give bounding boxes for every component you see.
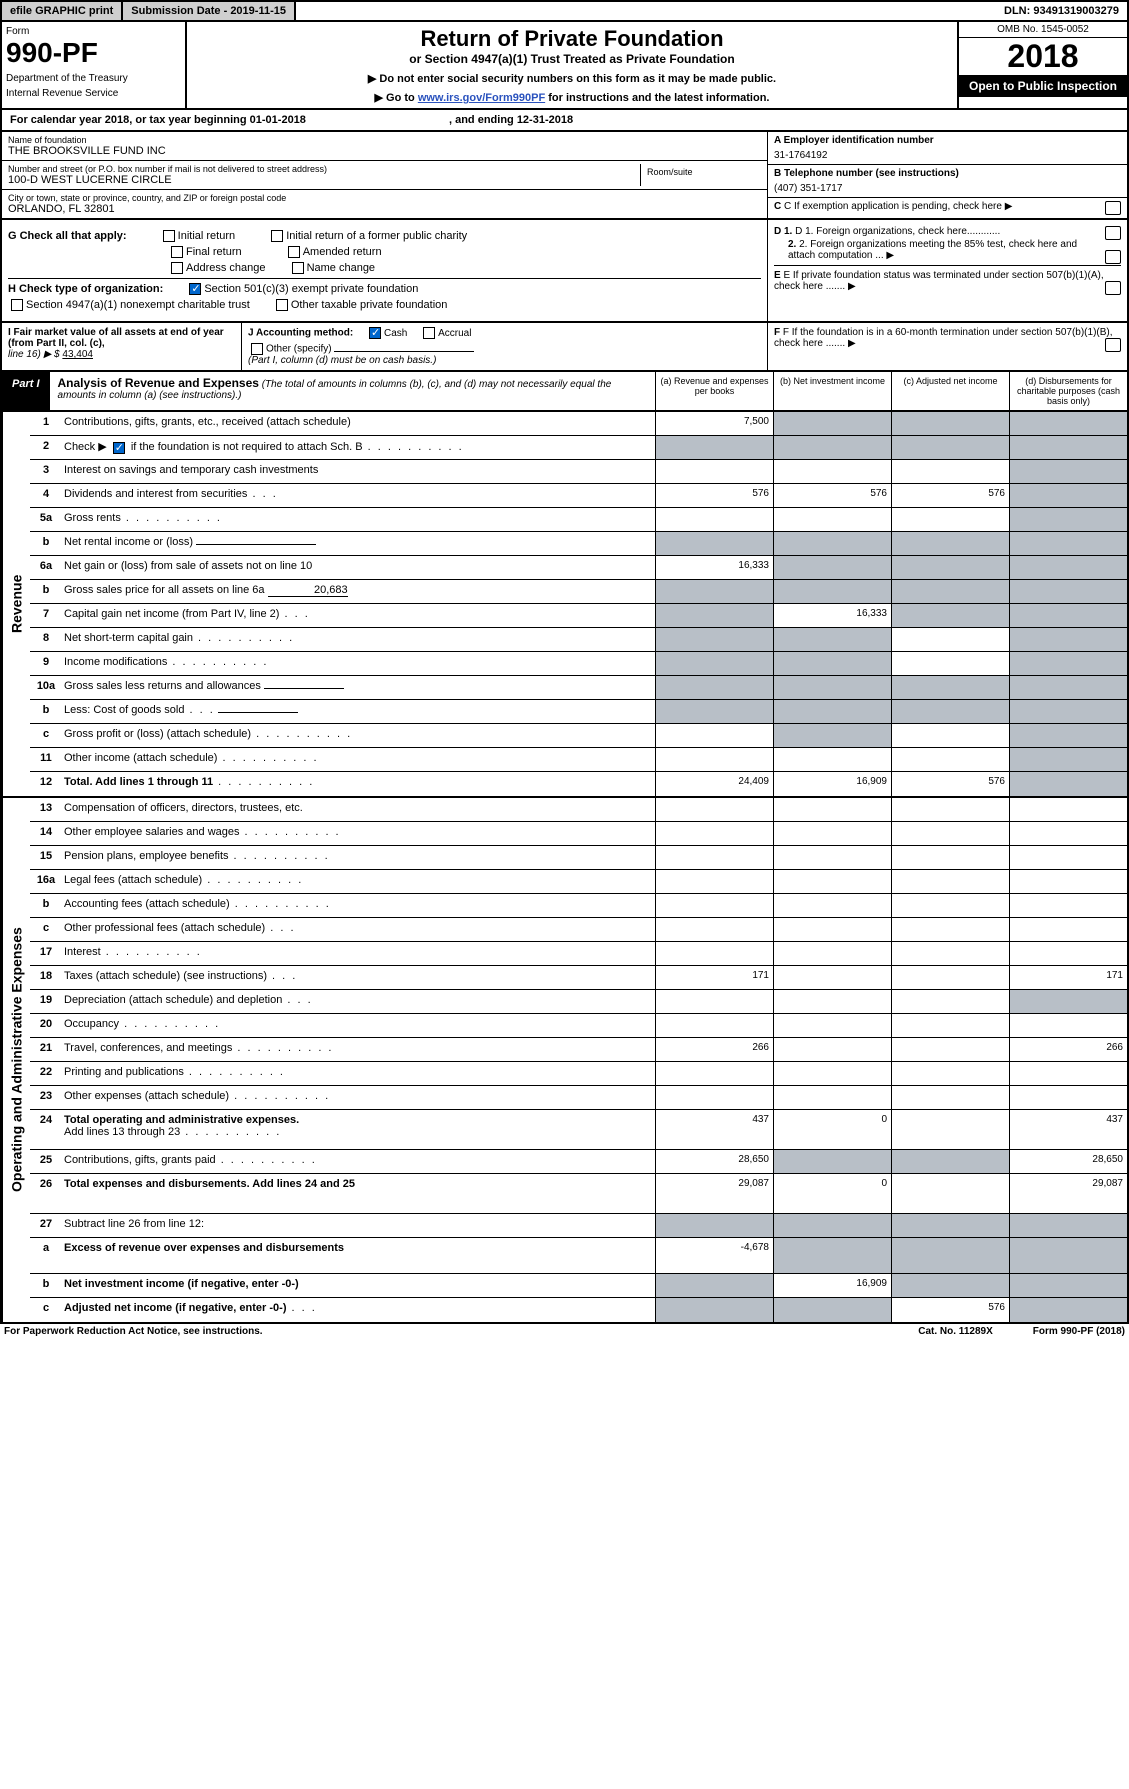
city-value: ORLANDO, FL 32801: [8, 203, 761, 215]
open-to-public: Open to Public Inspection: [959, 75, 1127, 97]
efile-button[interactable]: efile GRAPHIC print: [2, 2, 123, 20]
d1-label: D 1. D 1. Foreign organizations, check h…: [774, 226, 1121, 237]
h-label: H Check type of organization:: [8, 283, 163, 295]
omb-number: OMB No. 1545-0052: [959, 22, 1127, 38]
initial-return-check[interactable]: [163, 230, 175, 242]
tel-label: B Telephone number (see instructions): [774, 168, 959, 179]
dept-treasury: Department of the Treasury: [6, 73, 181, 84]
part1-header: Part I Analysis of Revenue and Expenses …: [0, 372, 1129, 412]
form-title: Return of Private Foundation: [191, 26, 953, 52]
footer-left: For Paperwork Reduction Act Notice, see …: [4, 1326, 263, 1337]
c-checkbox[interactable]: [1105, 201, 1121, 215]
other-taxable-check[interactable]: [276, 299, 288, 311]
footer-catno: Cat. No. 11289X: [918, 1326, 992, 1337]
instruction-2: ▶ Go to www.irs.gov/Form990PF for instru…: [191, 91, 953, 104]
address-change-check[interactable]: [171, 262, 183, 274]
col-c-header: (c) Adjusted net income: [891, 372, 1009, 410]
d1-checkbox[interactable]: [1105, 226, 1121, 240]
c-label: C C If exemption application is pending,…: [774, 201, 1002, 212]
ein-label: A Employer identification number: [774, 135, 934, 146]
ein-value: 31-1764192: [774, 150, 1121, 161]
city-label: City or town, state or province, country…: [8, 193, 761, 203]
foundation-name: THE BROOKSVILLE FUND INC: [8, 145, 761, 157]
initial-former-check[interactable]: [271, 230, 283, 242]
g-label: G Check all that apply:: [8, 230, 127, 242]
form-subtitle: or Section 4947(a)(1) Trust Treated as P…: [191, 52, 953, 66]
room-label: Room/suite: [647, 167, 755, 177]
name-change-check[interactable]: [292, 262, 304, 274]
footer-right: Form 990-PF (2018): [1033, 1326, 1125, 1337]
form-label: Form: [6, 26, 181, 37]
i-label: I Fair market value of all assets at end…: [8, 327, 224, 349]
name-label: Name of foundation: [8, 135, 761, 145]
part1-title: Analysis of Revenue and Expenses: [58, 376, 259, 390]
irs-link[interactable]: www.irs.gov/Form990PF: [418, 92, 545, 104]
accrual-check[interactable]: [423, 327, 435, 339]
tel-value: (407) 351-1717: [774, 183, 1121, 194]
final-return-check[interactable]: [171, 246, 183, 258]
form-header: Form 990-PF Department of the Treasury I…: [0, 22, 1129, 110]
part1-label: Part I: [2, 372, 50, 410]
expenses-table: Operating and Administrative Expenses 13…: [0, 798, 1129, 1324]
expenses-side-label: Operating and Administrative Expenses: [2, 798, 30, 1322]
dln-label: DLN: 93491319003279: [996, 2, 1127, 20]
address-label: Number and street (or P.O. box number if…: [8, 164, 640, 174]
schb-check[interactable]: [113, 442, 125, 454]
revenue-table: Revenue 1Contributions, gifts, grants, e…: [0, 412, 1129, 798]
amended-return-check[interactable]: [288, 246, 300, 258]
d2-checkbox[interactable]: [1105, 250, 1121, 264]
fmv-value: 43,404: [62, 349, 93, 360]
col-d-header: (d) Disbursements for charitable purpose…: [1009, 372, 1127, 410]
col-a-header: (a) Revenue and expenses per books: [655, 372, 773, 410]
j-note: (Part I, column (d) must be on cash basi…: [248, 355, 761, 366]
info-grid: Name of foundation THE BROOKSVILLE FUND …: [0, 132, 1129, 220]
col-b-header: (b) Net investment income: [773, 372, 891, 410]
revenue-side-label: Revenue: [2, 412, 30, 796]
e-label: E E If private foundation status was ter…: [774, 270, 1121, 292]
submission-date: Submission Date - 2019-11-15: [123, 2, 296, 20]
sec4947-check[interactable]: [11, 299, 23, 311]
dept-irs: Internal Revenue Service: [6, 88, 181, 99]
d2-label: 2. 2. Foreign organizations meeting the …: [788, 239, 1121, 261]
address-value: 100-D WEST LUCERNE CIRCLE: [8, 174, 640, 186]
sec501-check[interactable]: [189, 283, 201, 295]
j-label: J Accounting method:: [248, 328, 353, 339]
e-checkbox[interactable]: [1105, 281, 1121, 295]
instruction-1: ▶ Do not enter social security numbers o…: [191, 72, 953, 85]
tax-year: 2018: [959, 38, 1127, 75]
f-label: F If the foundation is in a 60-month ter…: [774, 327, 1113, 349]
page-footer: For Paperwork Reduction Act Notice, see …: [0, 1324, 1129, 1339]
check-section: G Check all that apply: Initial return I…: [0, 220, 1129, 323]
form-number: 990-PF: [6, 37, 181, 69]
top-bar: efile GRAPHIC print Submission Date - 20…: [0, 0, 1129, 22]
f-checkbox[interactable]: [1105, 338, 1121, 352]
cash-check[interactable]: [369, 327, 381, 339]
ij-section: I Fair market value of all assets at end…: [0, 323, 1129, 372]
other-spec-check[interactable]: [251, 343, 263, 355]
calendar-year-row: For calendar year 2018, or tax year begi…: [0, 110, 1129, 132]
